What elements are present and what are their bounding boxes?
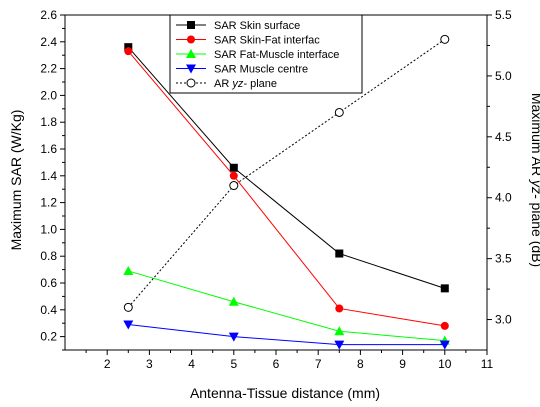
x-tick-label: 5 [230, 357, 237, 371]
data-point [123, 302, 133, 312]
x-tick-label: 7 [315, 357, 322, 371]
legend-label-part: plane [247, 78, 277, 90]
x-tick-label: 9 [399, 357, 406, 371]
series-layer [123, 34, 450, 350]
x-tick-label: 10 [438, 357, 452, 371]
legend-label-part: yz- [231, 78, 247, 90]
y-tick-label: 1.4 [40, 169, 57, 183]
legend-marker [186, 78, 196, 88]
data-point [228, 296, 239, 306]
legend-label-part: AR [214, 78, 232, 90]
y2-tick-label: 4.5 [495, 130, 512, 144]
y-tick-label: 1.8 [40, 115, 57, 129]
legend-label: SAR Skin surface [214, 20, 300, 32]
data-point [334, 340, 345, 350]
legend-marker [186, 64, 196, 74]
y2-axis-title-part: yz- [529, 179, 540, 199]
legend-label: AR yz- plane [214, 78, 277, 90]
data-point [229, 163, 238, 172]
legend: SAR Skin surface SAR Skin-Fat interfac SAR… [169, 14, 363, 94]
series-4 [123, 34, 450, 312]
data-point [440, 34, 450, 44]
y2-tick-label: 5.5 [495, 8, 512, 22]
series-line [127, 46, 445, 289]
x-tick-label: 4 [188, 357, 195, 371]
y-tick-label: 0.4 [40, 303, 57, 317]
data-point [335, 249, 344, 258]
legend-label: SAR Skin-Fat interfac [214, 35, 320, 47]
y-tick-label: 0.2 [40, 330, 57, 344]
x-tick-label: 11 [481, 357, 494, 371]
y-axis-title: Maximum SAR (W/Kg) [8, 110, 24, 251]
legend-marker [186, 49, 196, 58]
y-tick-label: 2.6 [40, 8, 57, 22]
axes: 2 3 4 5 6 7 8 9 10 11 0.2 0.4 0.6 0.8 1.0 1.2 1.4 1.6 1.8 2… [40, 8, 512, 371]
data-point [123, 320, 134, 330]
x-tick-label: 2 [104, 357, 111, 371]
legend-label: SAR Fat-Muscle interface [214, 49, 339, 61]
series-0 [124, 43, 449, 293]
legend-marker [187, 35, 195, 44]
data-point [334, 326, 345, 336]
y2-tick-label: 5.0 [495, 69, 512, 83]
series-line [128, 324, 445, 346]
series-line [128, 270, 445, 342]
x-axis-title: Antenna-Tissue distance (mm) [190, 385, 380, 401]
data-point [228, 332, 239, 342]
data-point [229, 181, 239, 191]
y-tick-label: 1.6 [40, 142, 57, 156]
y-tick-label: 0.6 [40, 276, 57, 290]
y2-tick-label: 4.0 [495, 191, 512, 205]
legend-label: SAR Muscle centre [214, 64, 308, 76]
data-point [229, 171, 238, 180]
data-point [440, 284, 449, 293]
series-2 [123, 265, 450, 345]
y2-tick-label: 3.0 [495, 313, 512, 327]
y-tick-label: 2.2 [40, 62, 57, 76]
data-point [124, 47, 133, 56]
data-point [124, 43, 133, 52]
x-tick-label: 3 [146, 357, 153, 371]
y-tick-label: 2.4 [40, 35, 57, 49]
y2-axis-title-part: plane (dB) [529, 199, 540, 267]
y-tick-label: 2.0 [40, 88, 57, 102]
x-tick-label: 6 [273, 357, 280, 371]
x-tick-label: 8 [357, 357, 364, 371]
data-point [123, 265, 134, 275]
y-tick-label: 0.8 [40, 249, 57, 263]
y2-axis-title-part: Maximum AR [529, 93, 540, 180]
y-tick-label: 1.2 [40, 196, 57, 210]
legend-marker [187, 21, 195, 29]
y2-tick-label: 3.5 [495, 252, 512, 266]
y2-axis-title: Maximum AR yz- plane (dB) [529, 93, 540, 267]
data-point [439, 340, 450, 350]
series-3 [123, 320, 450, 350]
series-line [127, 50, 445, 327]
data-point [334, 107, 344, 117]
y-tick-label: 1.0 [40, 222, 57, 236]
series-1 [124, 47, 449, 330]
data-point [440, 321, 449, 330]
series-line [127, 38, 446, 308]
data-point [335, 304, 344, 313]
